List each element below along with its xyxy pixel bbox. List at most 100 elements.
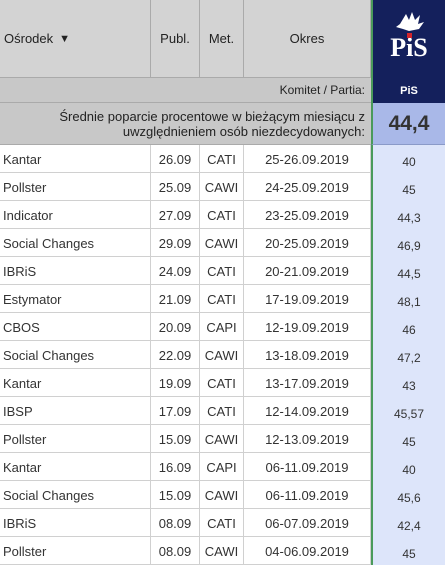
cell-osrodek: Indicator (0, 201, 151, 229)
komitet-label: Komitet / Partia: (0, 78, 371, 103)
cell-value-text: 46 (402, 323, 416, 337)
table-row[interactable]: Indicator 27.09 CATI 23-25.09.2019 44,3 (0, 201, 445, 229)
cell-publ-text: 26.09 (158, 151, 192, 167)
cell-okres: 25-26.09.2019 (244, 145, 371, 173)
pis-logo-cell: PiS (371, 0, 445, 78)
cell-met: CATI (200, 509, 244, 537)
table-row[interactable]: Kantar 16.09 CAPI 06-11.09.2019 40 (0, 453, 445, 481)
column-header-okres[interactable]: Okres (244, 0, 371, 78)
average-label-line2: uwzględnieniem osób niezdecydowanych: (122, 123, 365, 139)
cell-osrodek-text: Pollster (3, 431, 47, 447)
table-row[interactable]: Kantar 19.09 CATI 13-17.09.2019 43 (0, 369, 445, 397)
sort-arrow-icon: ▼ (59, 32, 71, 45)
cell-osrodek: Kantar (0, 369, 151, 397)
cell-value: 45 (371, 425, 445, 453)
cell-met: CAWI (200, 229, 244, 257)
cell-osrodek: Social Changes (0, 481, 151, 509)
cell-publ: 19.09 (151, 369, 200, 397)
cell-osrodek-text: Indicator (3, 207, 53, 223)
table-row[interactable]: IBSP 17.09 CATI 12-14.09.2019 45,57 (0, 397, 445, 425)
cell-osrodek-text: Kantar (3, 151, 42, 167)
cell-osrodek-text: Pollster (3, 543, 47, 559)
table-row[interactable]: Pollster 25.09 CAWI 24-25.09.2019 45 (0, 173, 445, 201)
cell-met-text: CAWI (204, 543, 239, 559)
cell-met: CATI (200, 369, 244, 397)
cell-value-text: 47,2 (397, 351, 421, 365)
cell-osrodek-text: Social Changes (3, 347, 95, 363)
cell-met-text: CATI (207, 403, 236, 419)
cell-osrodek-text: Social Changes (3, 235, 95, 251)
cell-met-text: CATI (207, 207, 236, 223)
cell-met: CATI (200, 285, 244, 313)
average-label-line1: Średnie poparcie procentowe w bieżącym m… (59, 108, 365, 124)
table-row[interactable]: Social Changes 22.09 CAWI 13-18.09.2019 47,2 (0, 341, 445, 369)
cell-okres: 17-19.09.2019 (244, 285, 371, 313)
cell-osrodek: Pollster (0, 537, 151, 565)
column-header-publ[interactable]: Publ. (151, 0, 200, 78)
cell-publ-text: 08.09 (158, 543, 192, 559)
cell-okres-text: 12-14.09.2019 (265, 403, 349, 419)
cell-value: 44,5 (371, 257, 445, 285)
cell-publ: 21.09 (151, 285, 200, 313)
cell-met-text: CAWI (204, 235, 239, 251)
table-row[interactable]: Social Changes 29.09 CAWI 20-25.09.2019 46,9 (0, 229, 445, 257)
cell-osrodek: IBRiS (0, 509, 151, 537)
cell-value: 40 (371, 453, 445, 481)
column-header-publ-label: Publ. (160, 31, 190, 46)
cell-publ: 26.09 (151, 145, 200, 173)
cell-osrodek: Kantar (0, 145, 151, 173)
cell-okres-text: 17-19.09.2019 (265, 291, 349, 307)
cell-value: 45,57 (371, 397, 445, 425)
cell-publ-text: 21.09 (158, 291, 192, 307)
cell-met-text: CAPI (206, 459, 237, 475)
cell-okres-text: 20-25.09.2019 (265, 235, 349, 251)
cell-okres-text: 12-13.09.2019 (265, 431, 349, 447)
table-row[interactable]: CBOS 20.09 CAPI 12-19.09.2019 46 (0, 313, 445, 341)
cell-publ: 08.09 (151, 537, 200, 565)
cell-value-text: 45 (402, 183, 416, 197)
column-header-met[interactable]: Met. (200, 0, 244, 78)
cell-osrodek-text: Social Changes (3, 487, 95, 503)
column-header-osrodek[interactable]: Ośrodek ▼ (0, 0, 151, 78)
table-row[interactable]: IBRiS 24.09 CATI 20-21.09.2019 44,5 (0, 257, 445, 285)
cell-osrodek: CBOS (0, 313, 151, 341)
cell-met: CAWI (200, 341, 244, 369)
cell-osrodek: Kantar (0, 453, 151, 481)
cell-met-text: CAWI (204, 431, 239, 447)
cell-publ-text: 16.09 (158, 459, 192, 475)
cell-value: 42,4 (371, 509, 445, 537)
average-label: Średnie poparcie procentowe w bieżącym m… (0, 103, 371, 145)
cell-met: CATI (200, 257, 244, 285)
table-row[interactable]: Estymator 21.09 CATI 17-19.09.2019 48,1 (0, 285, 445, 313)
cell-okres: 06-07.09.2019 (244, 509, 371, 537)
cell-okres: 12-19.09.2019 (244, 313, 371, 341)
cell-met: CATI (200, 201, 244, 229)
cell-publ: 20.09 (151, 313, 200, 341)
cell-publ-text: 25.09 (158, 179, 192, 195)
cell-publ: 27.09 (151, 201, 200, 229)
cell-value: 45 (371, 537, 445, 565)
cell-value-text: 48,1 (397, 295, 421, 309)
cell-met-text: CATI (207, 291, 236, 307)
cell-met-text: CAWI (204, 179, 239, 195)
cell-met-text: CATI (207, 375, 236, 391)
column-header-met-label: Met. (208, 31, 235, 46)
cell-osrodek: IBRiS (0, 257, 151, 285)
cell-met: CATI (200, 397, 244, 425)
cell-okres-text: 23-25.09.2019 (265, 207, 349, 223)
table-row[interactable]: Pollster 15.09 CAWI 12-13.09.2019 45 (0, 425, 445, 453)
cell-value: 47,2 (371, 341, 445, 369)
cell-value-text: 44,3 (397, 211, 421, 225)
table-row[interactable]: Kantar 26.09 CATI 25-26.09.2019 40 (0, 145, 445, 173)
table-row[interactable]: IBRiS 08.09 CATI 06-07.09.2019 42,4 (0, 509, 445, 537)
cell-publ: 25.09 (151, 173, 200, 201)
cell-publ-text: 08.09 (158, 515, 192, 531)
table-row[interactable]: Social Changes 15.09 CAWI 06-11.09.2019 45,6 (0, 481, 445, 509)
table-row[interactable]: Pollster 08.09 CAWI 04-06.09.2019 45 (0, 537, 445, 565)
cell-value: 45,6 (371, 481, 445, 509)
cell-value-text: 43 (402, 379, 416, 393)
cell-osrodek: Social Changes (0, 341, 151, 369)
cell-osrodek-text: CBOS (3, 319, 40, 335)
cell-osrodek: Estymator (0, 285, 151, 313)
